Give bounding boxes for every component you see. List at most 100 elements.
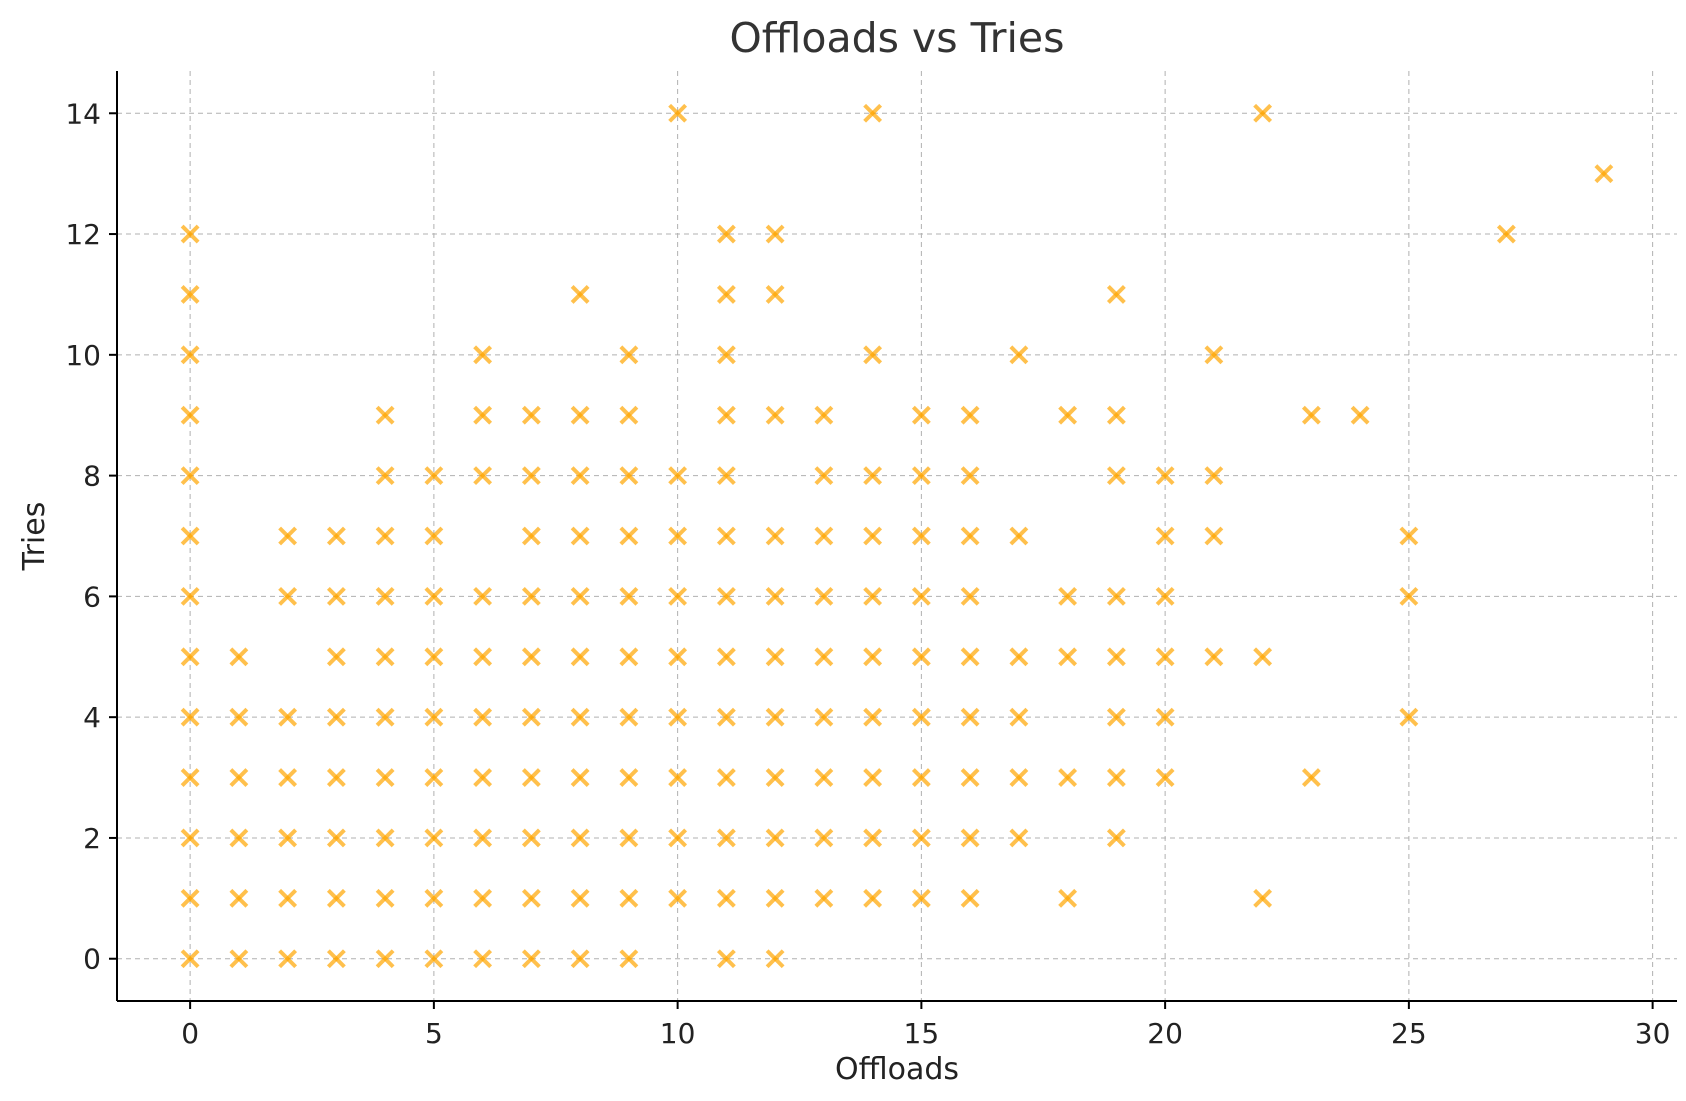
- data-point: [619, 405, 639, 425]
- marker-stroke: [716, 828, 736, 848]
- data-point: [473, 707, 493, 727]
- marker-stroke: [1350, 405, 1370, 425]
- marker-stroke: [570, 707, 590, 727]
- marker-stroke: [1399, 586, 1419, 606]
- marker-stroke: [1496, 224, 1516, 244]
- marker-stroke: [278, 586, 298, 606]
- marker-stroke: [960, 768, 980, 787]
- data-point: [229, 768, 249, 787]
- data-point: [1058, 586, 1078, 606]
- data-point: [570, 707, 590, 727]
- data-point: [424, 828, 444, 848]
- marker-stroke: [668, 103, 688, 123]
- chart-title: Offloads vs Tries: [729, 14, 1064, 62]
- data-point: [424, 466, 444, 486]
- marker-stroke: [570, 586, 590, 606]
- marker-stroke: [1106, 285, 1126, 304]
- marker-stroke: [619, 647, 639, 667]
- data-point: [424, 586, 444, 606]
- y-tick-label: 10: [65, 339, 101, 372]
- marker-stroke: [863, 345, 883, 365]
- data-point: [473, 586, 493, 606]
- marker-stroke: [570, 647, 590, 667]
- marker-stroke: [1009, 345, 1029, 365]
- marker-stroke: [1009, 828, 1029, 848]
- marker-stroke: [1009, 647, 1029, 667]
- marker-stroke: [814, 888, 834, 908]
- marker-stroke: [521, 768, 541, 787]
- data-point: [1106, 707, 1126, 727]
- marker-stroke: [375, 768, 395, 787]
- data-point: [1155, 647, 1175, 667]
- marker-stroke: [1106, 707, 1126, 727]
- data-point: [180, 707, 200, 727]
- data-point: [716, 888, 736, 908]
- marker-stroke: [668, 828, 688, 848]
- marker-stroke: [473, 345, 493, 365]
- marker-stroke: [960, 466, 980, 486]
- data-point: [473, 828, 493, 848]
- data-point: [375, 768, 395, 787]
- data-point: [814, 586, 834, 606]
- marker-stroke: [960, 405, 980, 425]
- x-tick-label: 15: [904, 1017, 940, 1050]
- marker-stroke: [424, 888, 444, 908]
- data-point: [619, 647, 639, 667]
- marker-stroke: [1106, 828, 1126, 848]
- data-point: [668, 466, 688, 486]
- marker-stroke: [1204, 526, 1224, 546]
- marker-stroke: [765, 768, 785, 787]
- marker-stroke: [1253, 888, 1273, 908]
- marker-stroke: [570, 828, 590, 848]
- marker-stroke: [960, 888, 980, 908]
- marker-stroke: [473, 828, 493, 848]
- marker-stroke: [570, 405, 590, 425]
- data-point: [619, 466, 639, 486]
- marker-stroke: [814, 586, 834, 606]
- data-point: [180, 345, 200, 365]
- marker-stroke: [1106, 768, 1126, 787]
- data-point: [521, 828, 541, 848]
- y-tick-label: 6: [83, 580, 101, 613]
- x-axis-label: Offloads: [835, 1052, 959, 1087]
- data-point: [473, 405, 493, 425]
- marker-stroke: [180, 224, 200, 244]
- data-point: [326, 828, 346, 848]
- marker-stroke: [863, 828, 883, 848]
- data-point: [1204, 647, 1224, 667]
- marker-stroke: [1399, 526, 1419, 546]
- marker-stroke: [521, 949, 541, 969]
- data-point: [521, 707, 541, 727]
- marker-stroke: [668, 768, 688, 787]
- data-point: [229, 707, 249, 727]
- axes: [116, 71, 1677, 1002]
- data-point: [1009, 345, 1029, 365]
- marker-stroke: [1009, 768, 1029, 787]
- marker-stroke: [1155, 586, 1175, 606]
- marker-stroke: [716, 405, 736, 425]
- data-point: [278, 768, 298, 787]
- data-point: [668, 707, 688, 727]
- data-point: [716, 768, 736, 787]
- marker-stroke: [1058, 768, 1078, 787]
- marker-stroke: [1155, 707, 1175, 727]
- x-tick-label: 0: [181, 1017, 199, 1050]
- data-point: [863, 647, 883, 667]
- data-point: [473, 768, 493, 787]
- data-point: [424, 707, 444, 727]
- data-point: [1399, 526, 1419, 546]
- data-point: [521, 647, 541, 667]
- data-point: [180, 828, 200, 848]
- marker-stroke: [716, 768, 736, 787]
- data-point: [668, 647, 688, 667]
- data-point: [863, 768, 883, 787]
- data-point: [911, 647, 931, 667]
- marker-stroke: [619, 526, 639, 546]
- marker-stroke: [229, 888, 249, 908]
- data-point: [716, 586, 736, 606]
- marker-stroke: [1155, 466, 1175, 486]
- marker-stroke: [521, 466, 541, 486]
- data-point: [424, 526, 444, 546]
- data-point: [375, 828, 395, 848]
- data-point: [229, 828, 249, 848]
